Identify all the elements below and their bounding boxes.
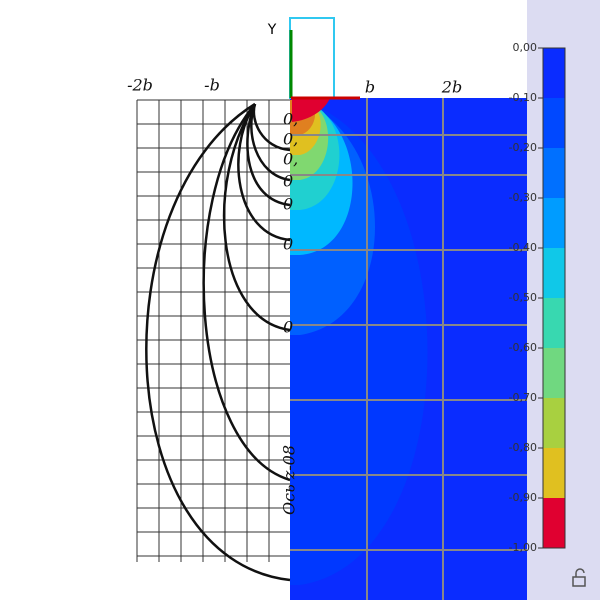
tick-label: -1,00 (509, 541, 537, 554)
axis-label: Y (267, 22, 277, 38)
colorbar-band (543, 498, 565, 548)
tick-label: -0,40 (509, 241, 537, 254)
tick-label: 0,00 (513, 41, 538, 54)
tick-label: -0,50 (509, 291, 537, 304)
tick-label: -0,30 (509, 191, 537, 204)
colorbar-band (543, 148, 565, 198)
tick-label: -0,70 (509, 391, 537, 404)
contour-label: 0, (283, 150, 298, 169)
isobars (145, 102, 291, 582)
x-label: -2b (127, 76, 153, 95)
colorbar-band (543, 198, 565, 248)
tick-label: -0,20 (509, 141, 537, 154)
contour-label: 0 (283, 318, 293, 337)
contour-label: 0 (283, 172, 293, 191)
colorbar-band (543, 398, 565, 448)
axis-note: Ось z-08 (280, 445, 299, 515)
colorbar-band (543, 298, 565, 348)
contour (292, 98, 330, 122)
x-label: 2b (441, 78, 462, 97)
contour-label: 0 (283, 195, 293, 214)
tick-label: -0,10 (509, 91, 537, 104)
colorbar-band (543, 348, 565, 398)
colorbar-band (543, 448, 565, 498)
contour-label: 0, (283, 130, 298, 149)
lock-icon[interactable] (572, 568, 586, 587)
colorbar-band (543, 98, 565, 148)
tick-label: -0,80 (509, 441, 537, 454)
colorbar-band (543, 248, 565, 298)
contour-label: 0, (283, 110, 298, 129)
x-label: -b (204, 76, 220, 95)
tick-label: -0,90 (509, 491, 537, 504)
contour-label: 0 (283, 235, 293, 254)
tick-label: -0,60 (509, 341, 537, 354)
x-label: b (365, 78, 375, 97)
colorbar-band (543, 48, 565, 98)
load-block (289, 17, 335, 99)
